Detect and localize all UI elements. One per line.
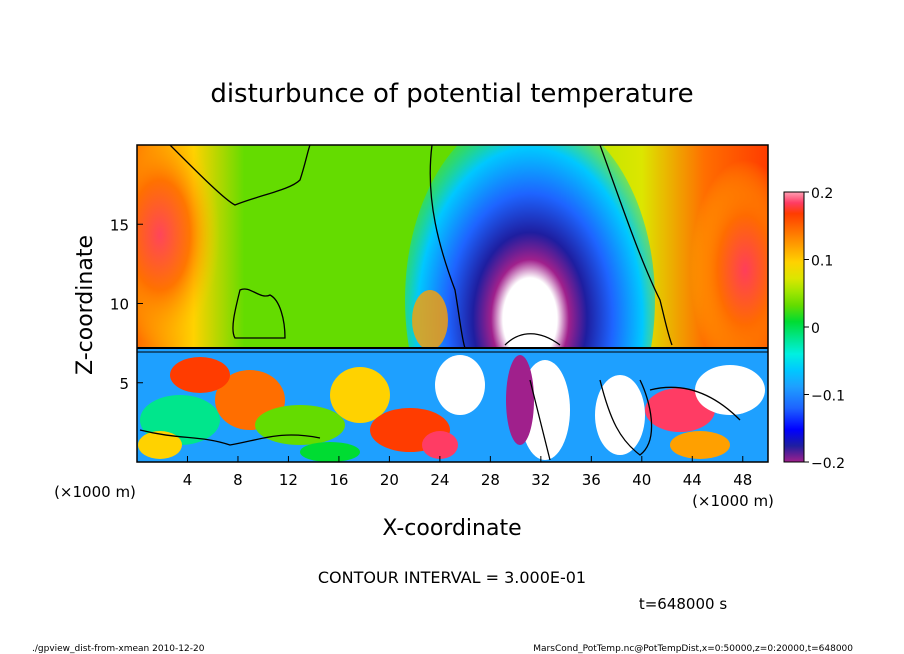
positive-anomaly-small xyxy=(412,290,448,350)
lower-layer-blobs xyxy=(138,355,765,462)
colorbar-tick-label: 0 xyxy=(811,321,820,337)
x-tick-label: 40 xyxy=(632,471,651,489)
y-axis-ticks: 5 10 15 xyxy=(110,216,143,393)
x-unit-right: (×1000 m) xyxy=(692,492,774,510)
x-axis-label: X-coordinate xyxy=(382,516,521,541)
x-tick-label: 36 xyxy=(582,471,601,489)
x-tick-label: 4 xyxy=(183,471,193,489)
footer-right: MarsCond_PotTemp.nc@PotTempDist,x=0:5000… xyxy=(533,644,853,654)
colorbar-tick-label: −0.2 xyxy=(811,456,845,472)
x-unit-left: (×1000 m) xyxy=(54,483,136,501)
footer-left: ./gpview_dist-from-xmean 2010-12-20 xyxy=(32,644,205,654)
y-axis-label: Z-coordinate xyxy=(73,235,98,375)
x-tick-label: 28 xyxy=(481,471,500,489)
x-tick-label: 8 xyxy=(233,471,243,489)
x-tick-label: 12 xyxy=(279,471,298,489)
colorbar-tick-label: 0.2 xyxy=(811,186,833,202)
y-tick-label: 15 xyxy=(110,216,129,234)
x-tick-label: 32 xyxy=(531,471,550,489)
colorbar-tick-label: −0.1 xyxy=(811,389,845,405)
heatmap-field xyxy=(137,145,768,462)
contour-lines xyxy=(137,145,768,461)
colorbar-tick-label: 0.1 xyxy=(811,254,833,270)
contour-interval-label: CONTOUR INTERVAL = 3.000E-01 xyxy=(318,568,586,587)
y-tick-label: 10 xyxy=(110,296,129,314)
positive-anomaly-right xyxy=(690,160,768,380)
chart-title: disturbunce of potential temperature xyxy=(210,79,693,109)
x-tick-label: 24 xyxy=(430,471,449,489)
x-tick-label: 20 xyxy=(380,471,399,489)
colorbar-ticks: 0.2 0.1 0 −0.1 −0.2 xyxy=(804,186,845,472)
x-axis-ticks: 4 8 12 16 20 24 28 32 36 40 44 48 xyxy=(183,456,752,489)
positive-anomaly-left xyxy=(137,145,220,345)
time-label: t=648000 s xyxy=(639,595,727,613)
colorbar xyxy=(783,191,805,463)
x-tick-label: 16 xyxy=(329,471,348,489)
x-tick-label: 48 xyxy=(733,471,752,489)
y-tick-label: 5 xyxy=(119,375,129,393)
x-tick-label: 44 xyxy=(683,471,702,489)
